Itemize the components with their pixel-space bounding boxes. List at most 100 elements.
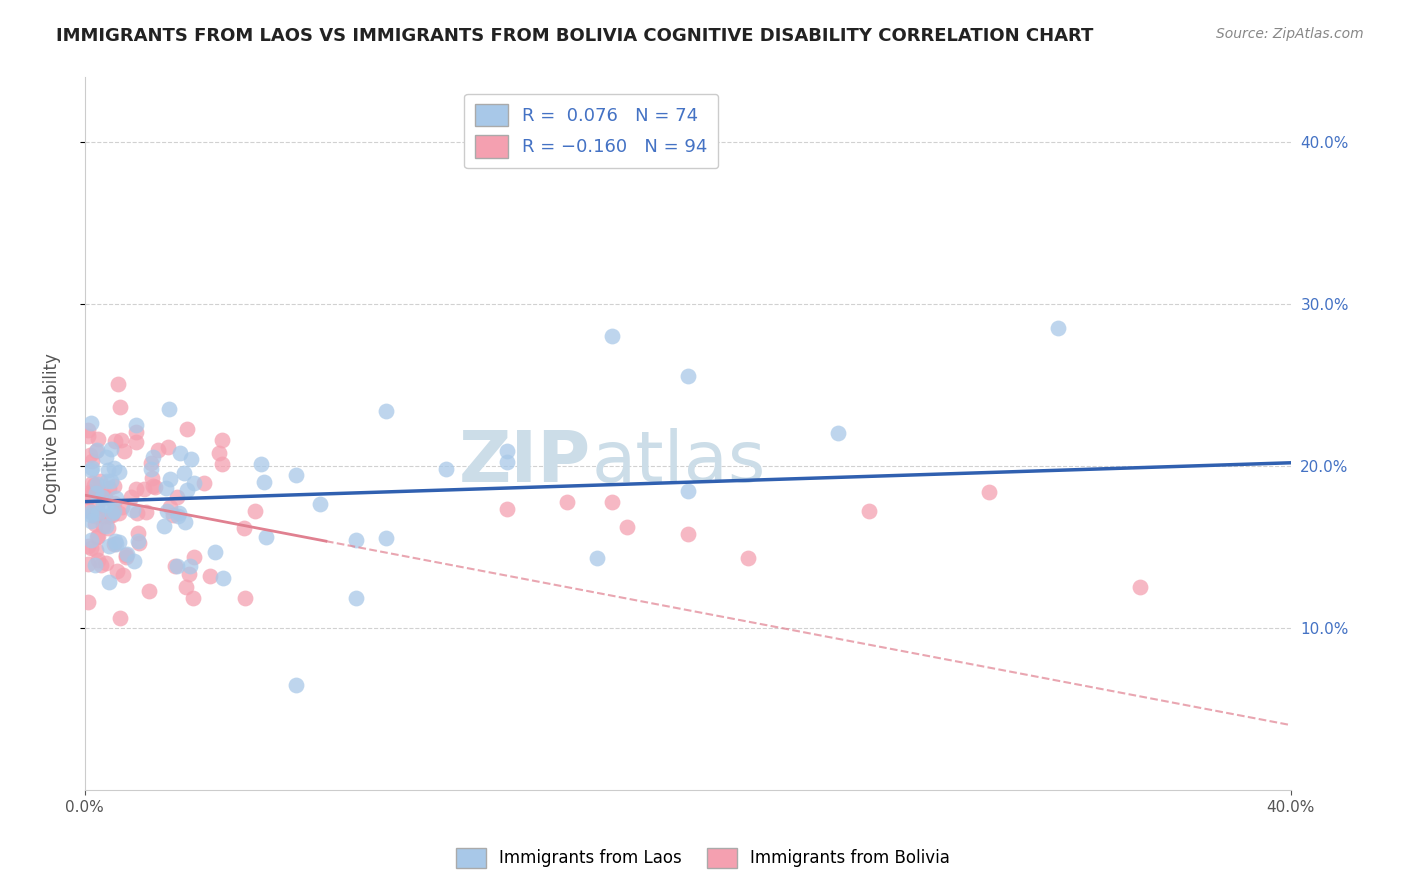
Point xyxy=(183,475,205,490)
Point xyxy=(77,423,100,437)
Point xyxy=(87,529,110,543)
Point xyxy=(115,549,138,563)
Point xyxy=(108,465,131,479)
Point xyxy=(555,495,578,509)
Point xyxy=(103,504,125,518)
Point xyxy=(89,474,111,488)
Point xyxy=(112,444,135,458)
Point xyxy=(676,484,699,499)
Point xyxy=(177,567,200,582)
Point xyxy=(309,497,332,511)
Point xyxy=(94,556,117,570)
Point xyxy=(155,481,177,495)
Point xyxy=(101,506,124,520)
Point xyxy=(86,488,108,502)
Point xyxy=(344,533,367,547)
Point xyxy=(96,474,118,488)
Legend: R =  0.076   N = 74, R = −0.160   N = 94: R = 0.076 N = 74, R = −0.160 N = 94 xyxy=(464,94,718,169)
Point xyxy=(108,506,131,520)
Point xyxy=(233,591,256,606)
Point xyxy=(94,450,117,465)
Point xyxy=(76,429,98,443)
Point xyxy=(174,515,197,529)
Point xyxy=(80,416,103,430)
Point xyxy=(1047,321,1070,335)
Point xyxy=(141,471,163,485)
Point xyxy=(82,476,104,491)
Point xyxy=(84,517,107,532)
Point xyxy=(80,505,103,519)
Point xyxy=(979,484,1001,499)
Point xyxy=(157,441,180,455)
Point xyxy=(90,490,112,504)
Point xyxy=(76,491,98,505)
Point xyxy=(616,520,638,534)
Point xyxy=(176,580,198,594)
Point xyxy=(80,514,103,528)
Point xyxy=(245,504,267,518)
Point xyxy=(827,425,849,440)
Point xyxy=(80,462,103,476)
Point xyxy=(86,542,108,557)
Point xyxy=(162,508,184,522)
Point xyxy=(76,539,98,553)
Point xyxy=(146,442,169,457)
Point xyxy=(159,472,181,486)
Point xyxy=(86,442,108,457)
Point xyxy=(204,545,226,559)
Point xyxy=(179,558,201,573)
Point xyxy=(80,508,103,523)
Point xyxy=(254,530,277,544)
Point xyxy=(125,417,148,432)
Point xyxy=(173,466,195,480)
Point xyxy=(495,444,517,458)
Point xyxy=(495,455,517,469)
Point xyxy=(103,460,125,475)
Point xyxy=(676,527,699,541)
Point xyxy=(80,454,103,468)
Point xyxy=(152,519,174,533)
Point xyxy=(156,504,179,518)
Point xyxy=(101,508,124,523)
Point xyxy=(108,534,131,549)
Point xyxy=(83,477,105,491)
Point xyxy=(193,475,215,490)
Point xyxy=(93,508,115,523)
Point xyxy=(284,467,307,482)
Legend: Immigrants from Laos, Immigrants from Bolivia: Immigrants from Laos, Immigrants from Bo… xyxy=(449,841,957,875)
Point xyxy=(138,583,160,598)
Point xyxy=(87,553,110,567)
Point xyxy=(436,462,458,476)
Point xyxy=(110,433,132,447)
Point xyxy=(104,434,127,448)
Point xyxy=(100,475,122,489)
Point xyxy=(495,501,517,516)
Point xyxy=(142,450,165,465)
Point xyxy=(103,496,125,510)
Point xyxy=(125,435,148,450)
Point xyxy=(90,486,112,500)
Point xyxy=(166,508,188,523)
Point xyxy=(103,479,125,493)
Point xyxy=(93,519,115,533)
Point xyxy=(737,551,759,566)
Point xyxy=(180,451,202,466)
Point xyxy=(249,457,271,471)
Point xyxy=(83,558,105,572)
Point xyxy=(98,575,121,590)
Point xyxy=(1129,581,1152,595)
Point xyxy=(108,400,131,414)
Point xyxy=(76,488,98,502)
Point xyxy=(108,611,131,625)
Point xyxy=(86,530,108,544)
Point xyxy=(142,479,165,493)
Point xyxy=(167,506,190,520)
Point xyxy=(233,521,256,535)
Point xyxy=(122,503,145,517)
Point xyxy=(97,539,120,553)
Point xyxy=(375,531,398,545)
Point xyxy=(76,557,98,571)
Text: atlas: atlas xyxy=(591,427,766,497)
Point xyxy=(79,448,101,462)
Point xyxy=(86,485,108,500)
